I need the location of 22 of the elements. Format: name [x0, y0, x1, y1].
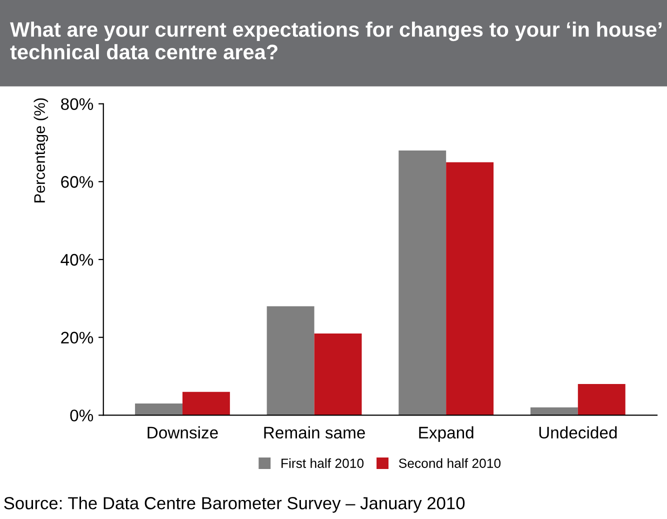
legend-label: First half 2010 — [282, 458, 364, 468]
bar — [578, 384, 626, 416]
y-tick-label: 40% — [60, 254, 94, 266]
y-tick-label: 20% — [61, 332, 94, 344]
bar — [135, 404, 182, 416]
x-tick-label: Undecided — [539, 426, 617, 439]
chart-title: What are your current expectations for changes to your ‘in house’ technical data centre area? — [10, 22, 662, 60]
x-tick-label: Expand — [419, 426, 474, 442]
bar — [314, 333, 362, 416]
x-tick-label: Remain same — [264, 426, 365, 439]
bar — [398, 150, 446, 416]
y-tick-label: 60% — [61, 176, 94, 188]
y-tick-label: 0% — [70, 410, 94, 422]
bar — [530, 407, 578, 416]
y-axis-title: Percentage (%) — [34, 98, 48, 202]
legend-label: Second half 2010 — [398, 458, 501, 468]
x-tick-label: Downsize — [148, 426, 218, 439]
bar — [266, 306, 314, 416]
bar — [446, 162, 494, 416]
y-tick-label: 80% — [61, 98, 94, 110]
bar — [182, 392, 230, 416]
source-note: Source: The Data Centre Barometer Survey – January 2010 — [4, 496, 465, 513]
